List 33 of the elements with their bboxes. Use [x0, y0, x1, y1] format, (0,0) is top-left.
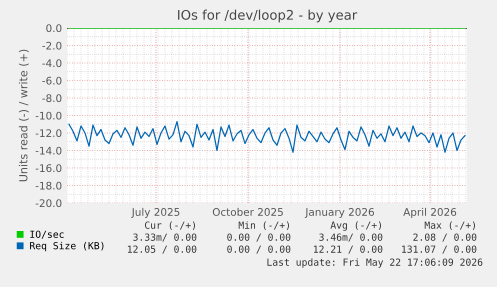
- legend-label: Req Size (KB): [30, 242, 104, 252]
- y-tick-label: -16.0: [36, 164, 62, 172]
- y-tick-label: -4.0: [42, 59, 62, 68]
- x-tick-label: July 2025: [131, 208, 180, 218]
- text: Avg (-/+): [330, 221, 381, 231]
- y-tick-label: -2.0: [42, 42, 62, 50]
- text: 131.07 / 0.00: [402, 245, 476, 254]
- y-tick-label: -8.0: [42, 94, 62, 102]
- text: Min (-/+): [238, 221, 289, 230]
- text: 2.08 / 0.00: [413, 233, 476, 242]
- text: Last update: Fri May 22 17:06:09 2026: [267, 258, 482, 268]
- y-tick-label: -14.0: [36, 146, 62, 155]
- y-tick-label: -6.0: [42, 76, 62, 85]
- text: Cur (-/+): [144, 221, 195, 230]
- x-tick-label: October 2025: [212, 208, 283, 216]
- y-tick-label: -20.0: [36, 199, 62, 208]
- text: 3.33m/ 0.00: [133, 233, 196, 242]
- text: 12.21 / 0.00: [314, 245, 382, 254]
- chart-title: IOs for /dev/loop2 - by year: [178, 10, 358, 22]
- line-series: [68, 121, 466, 153]
- text: 0.00 / 0.00: [227, 233, 290, 242]
- text: Max (-/+): [424, 221, 475, 230]
- x-tick-label: January 2026: [304, 208, 374, 218]
- y-tick-label: -12.0: [36, 129, 62, 138]
- y-tick-label: 0.0: [46, 24, 62, 32]
- x-tick-label: April 2026: [403, 208, 456, 218]
- y-axis-title: Units read (-) / write (+): [18, 50, 29, 182]
- y-tick-label: -18.0: [36, 182, 62, 190]
- text: 0.00 / 0.00: [227, 245, 290, 254]
- legend-label: IO/sec: [30, 230, 64, 239]
- y-tick-label: -10.0: [36, 112, 62, 120]
- text: 12.05 / 0.00: [128, 245, 196, 254]
- text: 3.46m/ 0.00: [319, 233, 382, 242]
